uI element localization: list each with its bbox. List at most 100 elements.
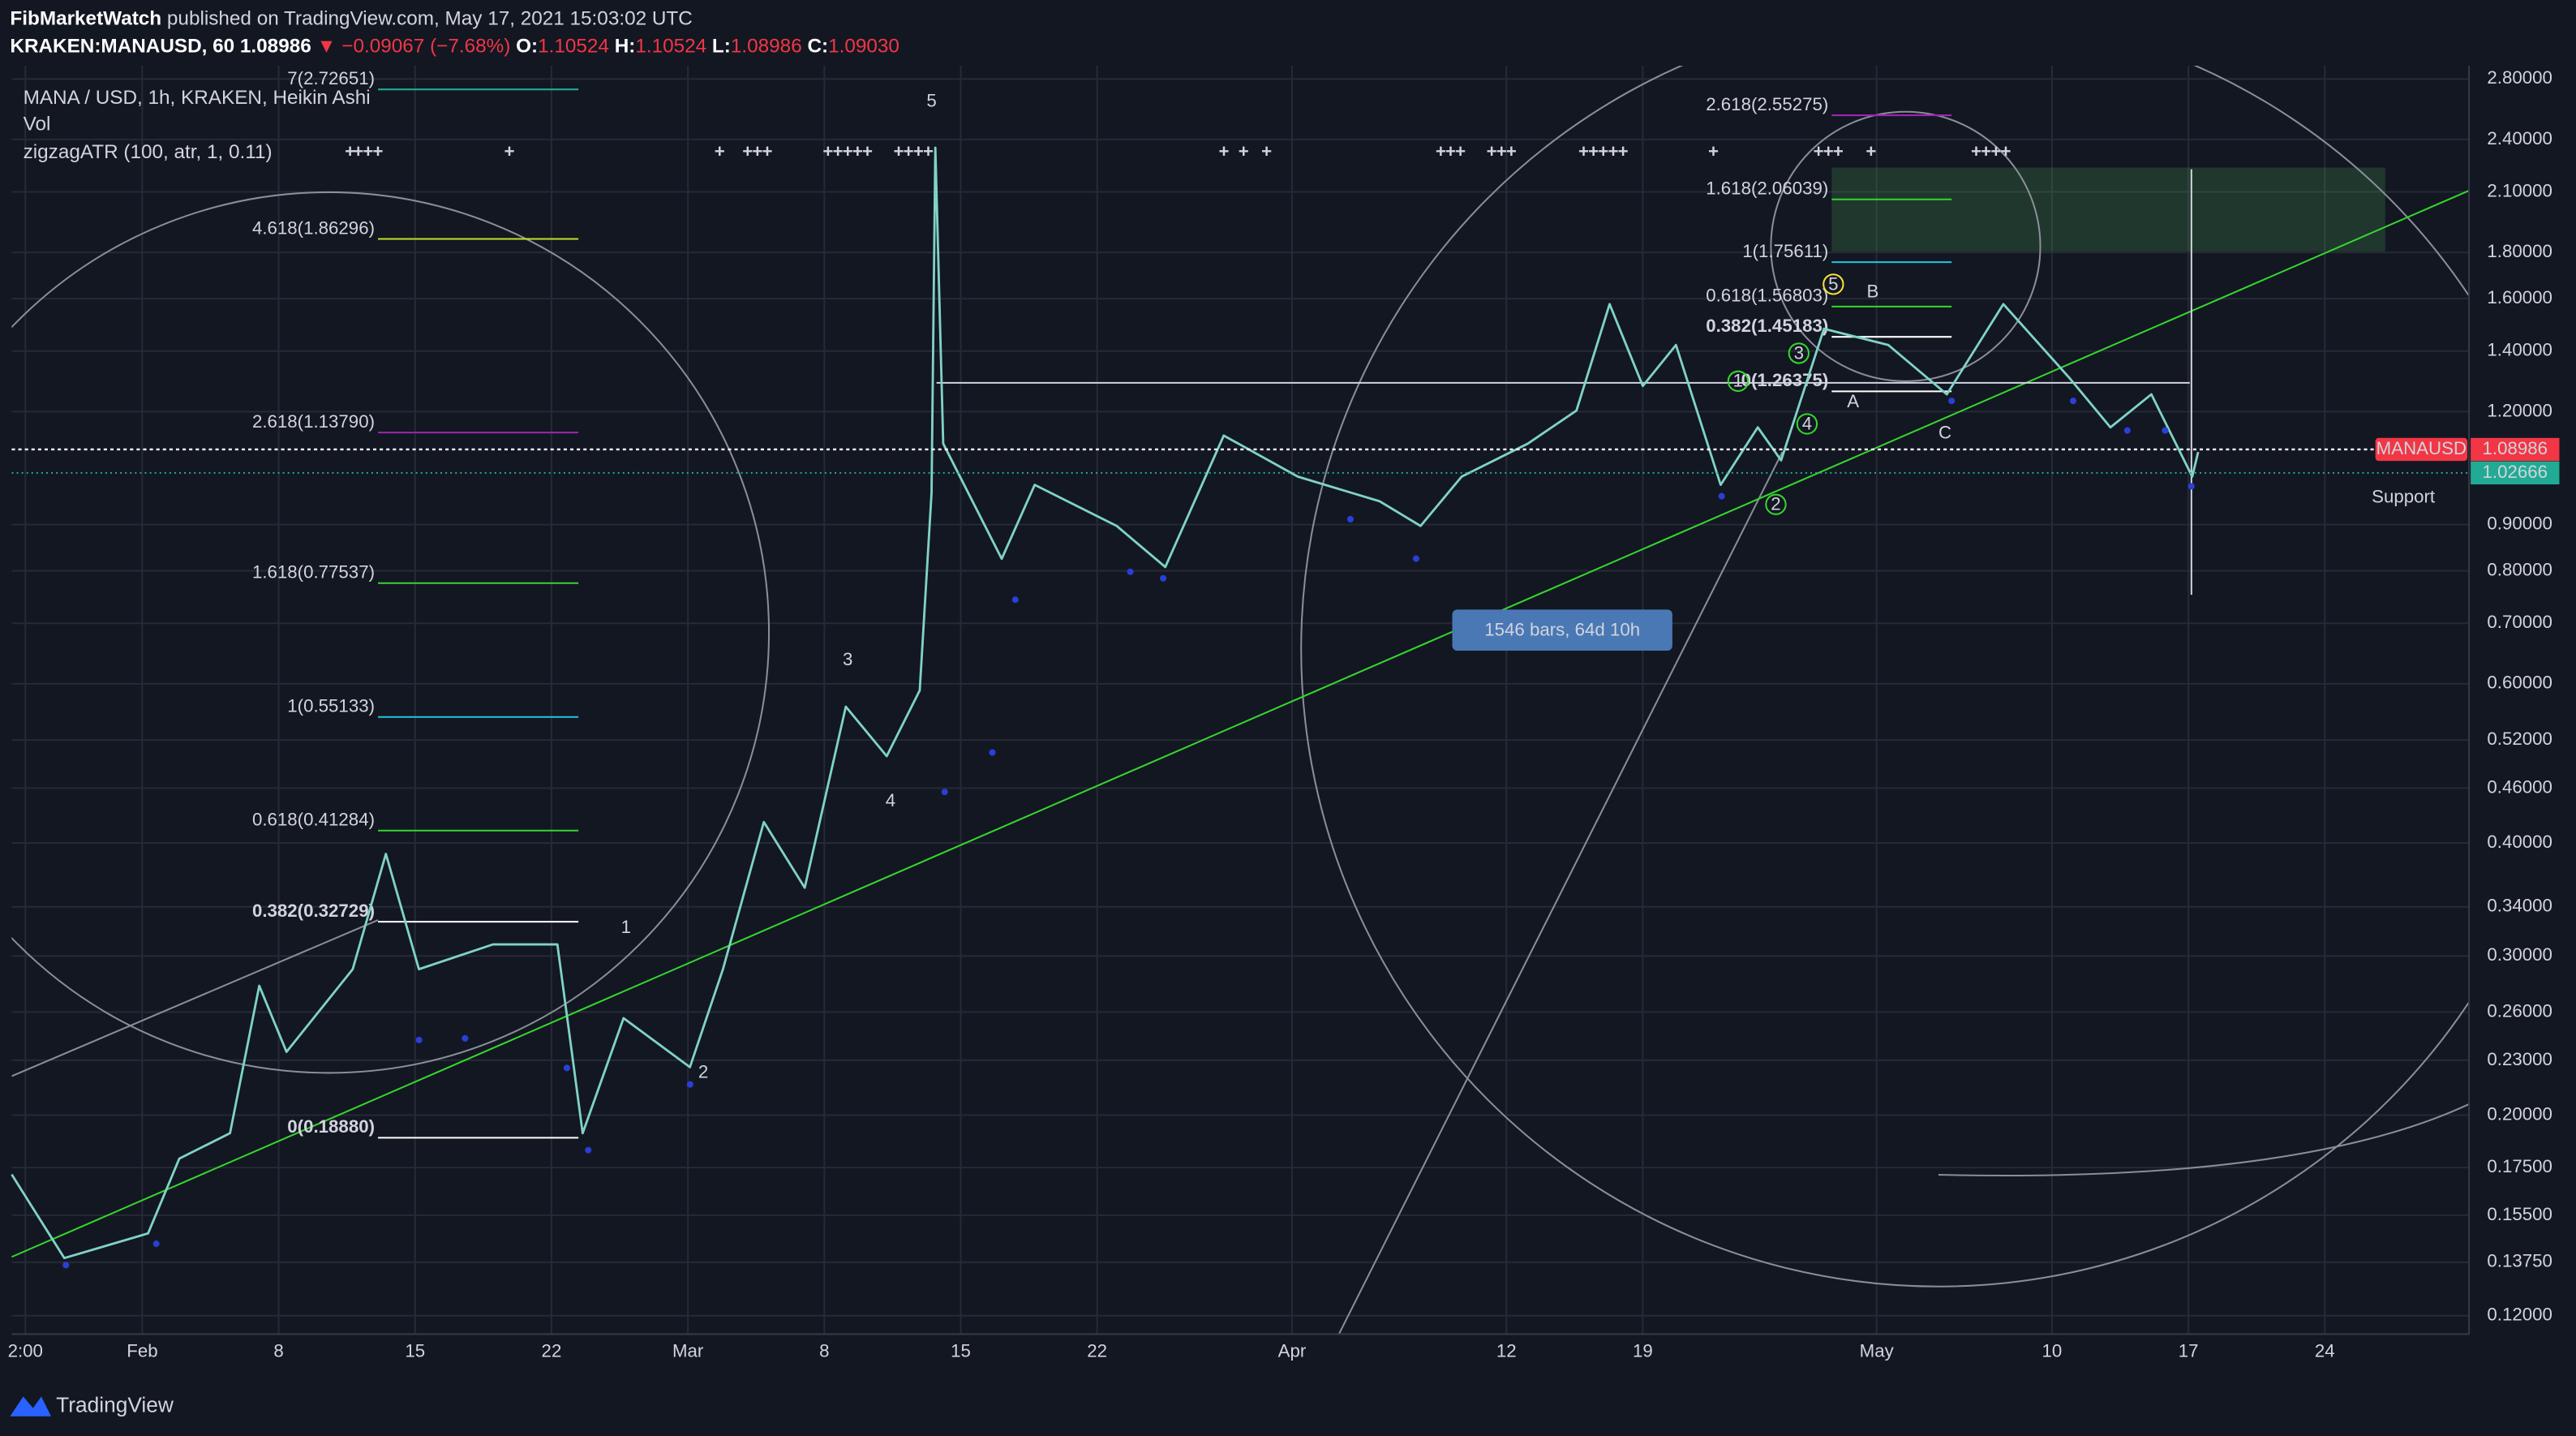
fib-label: 7(2.72651): [287, 68, 375, 88]
fib-label: 0(1.26375): [1741, 370, 1829, 390]
x-tick-label: 22: [542, 1341, 562, 1361]
fib-label: 0.382(0.32729): [252, 901, 375, 921]
y-tick-label: 0.23000: [2487, 1049, 2552, 1069]
zigzag-plus: +: [833, 141, 844, 161]
price-badge: [2471, 437, 2560, 462]
zigzag-dot: [941, 789, 948, 796]
zigzag-plus: +: [353, 141, 363, 161]
y-tick-label: 0.30000: [2487, 944, 2552, 965]
support-badge-label: 1.02666: [2483, 462, 2548, 482]
subwave-ring: [1765, 493, 1787, 515]
x-tick-label: 8: [273, 1341, 283, 1361]
zigzag-plus: +: [852, 141, 863, 161]
zigzag-dot: [62, 1262, 70, 1269]
zigzag-plus: +: [1981, 141, 1991, 161]
support-label: Support: [2372, 487, 2436, 507]
zigzag-plus: +: [1833, 141, 1844, 161]
fib-label: 0(0.18880): [287, 1116, 375, 1137]
measure-label: 1546 bars, 64d 10h: [1484, 620, 1640, 640]
zigzag-plus: +: [345, 141, 355, 161]
y-tick-label: 0.26000: [2487, 1000, 2552, 1021]
zigzag-dot: [585, 1146, 592, 1154]
fib-label: 1.618(0.77537): [252, 561, 375, 582]
legend-entry: Vol: [24, 113, 51, 135]
zigzag-plus: +: [504, 141, 515, 161]
ohlc-key: C:: [807, 36, 828, 58]
y-tick-label: 2.10000: [2487, 180, 2552, 200]
price-badge-label: 1.08986: [2483, 438, 2548, 458]
y-tick-label: 2.40000: [2487, 128, 2552, 148]
y-tick-label: 0.13750: [2487, 1251, 2552, 1271]
y-tick-label: 0.20000: [2487, 1103, 2552, 1124]
x-tick-label: 15: [951, 1341, 971, 1361]
wave-label: 4: [886, 790, 895, 810]
measure-box: [1452, 609, 1672, 651]
y-tick-label: 1.20000: [2487, 400, 2552, 420]
zigzag-plus: +: [1990, 141, 2001, 161]
drawings: [11, 66, 2470, 1335]
x-tick-label: Mar: [672, 1341, 704, 1361]
footer-logo: [10, 1396, 52, 1417]
price-line: [11, 146, 2200, 1260]
fib-circle: [11, 191, 770, 1074]
x-tick-label: 22: [1087, 1341, 1107, 1361]
zigzag-plus: +: [862, 141, 873, 161]
wave-label: 1: [621, 917, 631, 937]
zigzag-plus: +: [1588, 141, 1599, 161]
brand: TradingView: [56, 1393, 174, 1417]
zigzag-dot: [462, 1034, 469, 1042]
target-zone: [1831, 167, 2385, 252]
x-tick-label: 12: [1496, 1341, 1517, 1361]
y-tick-label: 0.40000: [2487, 832, 2552, 852]
y-tick-label: 0.17500: [2487, 1156, 2552, 1176]
zigzag-plus: +: [715, 141, 725, 161]
wave-label: 5: [926, 90, 936, 110]
ohlc-key: H:: [615, 36, 636, 58]
zigzag-plus: +: [1455, 141, 1466, 161]
zigzag-dot: [1011, 596, 1019, 604]
grid: [11, 66, 2470, 1335]
x-tick-label: May: [1860, 1341, 1895, 1361]
zigzag-dot: [563, 1064, 570, 1072]
fib-arc: [1938, 1103, 2470, 1176]
logo: [10, 1396, 52, 1417]
zigzag-plus: +: [923, 141, 934, 161]
change: ▼ −0.09067 (−7.68%): [317, 36, 511, 58]
y-tick-label: 0.80000: [2487, 559, 2552, 579]
zigzag-dot: [1948, 398, 1956, 405]
x-tick-label: Feb: [127, 1341, 157, 1361]
y-tick-label: 0.46000: [2487, 776, 2552, 797]
x-tick-label: 17: [2179, 1341, 2199, 1361]
y-tick-label: 2.80000: [2487, 67, 2552, 88]
header-line: FibMarketWatch published on TradingView.…: [10, 8, 692, 30]
zigzag-plus: +: [1219, 141, 1230, 161]
fib-label: 1.618(2.06039): [1706, 178, 1828, 199]
zigzag-dot: [1718, 492, 1725, 500]
subwave-label: 5: [1828, 273, 1838, 294]
zigzag-plus: +: [1496, 141, 1507, 161]
zigzag-dot: [2069, 398, 2077, 405]
zigzag-markers: ++ + + + + + + + + + + + + + + + + + + + + + + + + + + + + + + + + + + + + + +…: [62, 141, 2195, 1269]
fib-ray: [11, 919, 379, 1077]
x-tick-label: Apr: [1278, 1341, 1307, 1361]
symbol-line: KRAKEN:MANAUSD, 60 1.08986 ▼ −0.09067 (−…: [10, 36, 899, 58]
zigzag-plus: +: [1814, 141, 1824, 161]
zigzag-plus: +: [904, 141, 914, 161]
subwave-ring: [1823, 273, 1844, 295]
y-tick-label: 0.70000: [2487, 612, 2552, 632]
y-tick-label: 0.15500: [2487, 1204, 2552, 1224]
y-tick-label: 0.90000: [2487, 513, 2552, 533]
zigzag-plus: +: [752, 141, 762, 161]
x-tick-label: 2:00: [8, 1341, 43, 1361]
zigzag-dot: [989, 749, 996, 756]
zigzag-plus: +: [1708, 141, 1719, 161]
zigzag-plus: +: [1239, 141, 1249, 161]
zigzag-plus: +: [843, 141, 853, 161]
fib-ray: [1337, 451, 1784, 1335]
fib-label: 0.382(1.45183): [1706, 316, 1828, 336]
ohlc-key: O:: [516, 36, 538, 58]
ohlc-key: L:: [712, 36, 731, 58]
fib-label: 2.618(2.55275): [1706, 94, 1828, 114]
zigzag-plus: +: [1578, 141, 1589, 161]
